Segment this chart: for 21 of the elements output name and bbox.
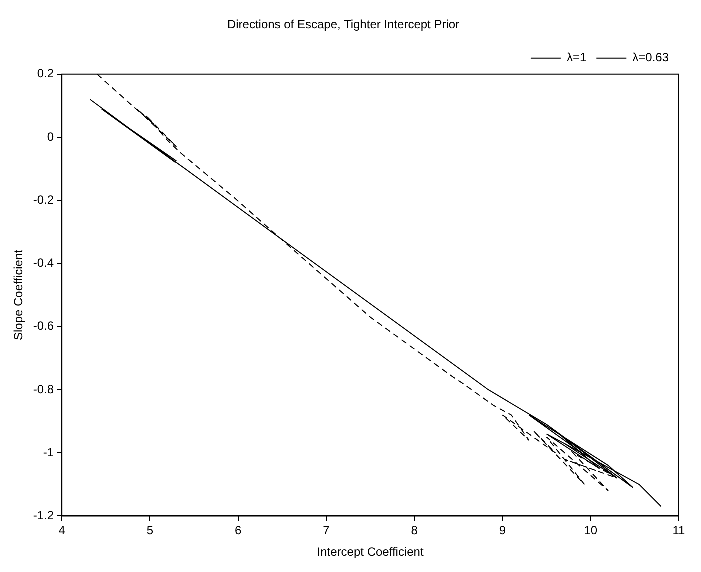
x-tick-label: 10 [584, 524, 598, 538]
y-axis-title: Slope Coefficient [12, 249, 26, 341]
x-tick-label: 8 [411, 524, 418, 538]
legend-label: λ=0.63 [632, 50, 670, 65]
y-tick-label: -1.2 [33, 508, 54, 523]
y-tick-label: -0.2 [33, 192, 54, 207]
y-tick-label: -0.6 [33, 319, 54, 334]
x-tick-label: 9 [499, 524, 506, 538]
x-tick-label: 7 [323, 524, 330, 538]
chart-title: Directions of Escape, Tighter Intercept Prior [227, 18, 460, 32]
y-tick-label: 0 [47, 130, 54, 144]
x-tick-label: 11 [672, 524, 686, 538]
y-tick-label: -0.8 [33, 382, 54, 396]
x-tick-label: 4 [58, 524, 66, 538]
y-tick-label: -0.4 [33, 256, 54, 270]
x-tick-label: 6 [234, 524, 242, 538]
x-tick-label: 5 [146, 524, 154, 538]
y-tick-label: 0.2 [37, 66, 54, 81]
x-axis-title: Intercept Coefficient [317, 545, 424, 560]
y-tick-label: -1 [43, 445, 54, 460]
legend-label: λ=1 [566, 50, 587, 65]
